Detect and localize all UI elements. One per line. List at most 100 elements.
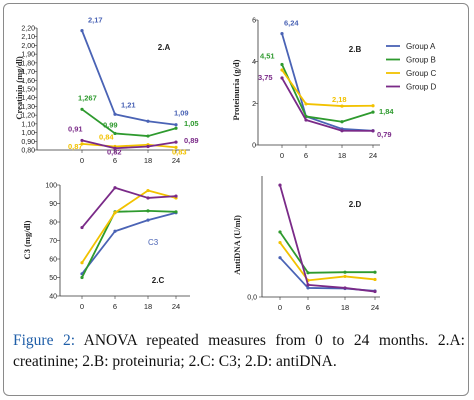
data-point: [80, 261, 84, 265]
y-tick-label: 2: [252, 101, 256, 108]
data-point: [146, 196, 150, 200]
data-point: [278, 230, 282, 234]
y-tick-label: 2,10: [21, 34, 35, 41]
legend-item: Group B: [406, 56, 436, 65]
data-point: [80, 225, 84, 230]
y-tick-label: 0,80: [21, 148, 35, 155]
series-line: [281, 33, 374, 132]
series-line: [81, 139, 177, 150]
x-tick-label: 24: [369, 151, 377, 160]
data-label: 2,17: [88, 16, 103, 25]
y-tick-label: 60: [49, 257, 57, 264]
data-point: [146, 144, 150, 149]
legend-item: Group C: [406, 69, 436, 78]
series-line: [81, 209, 177, 278]
data-point: [146, 209, 150, 213]
y-tick-label: 1,20: [21, 113, 35, 120]
data-point: [278, 183, 282, 187]
series-line: [81, 30, 177, 126]
y-axis-label: AntiDNA (U/ml): [232, 215, 242, 275]
data-label: 0,79: [377, 130, 392, 139]
data-label: 0,84: [99, 133, 114, 142]
y-tick-label: 2,00: [21, 43, 35, 50]
data-point: [113, 146, 117, 150]
caption-text: ANOVA repeated measures from 0 to 24 mon…: [13, 332, 465, 370]
series-line: [281, 69, 374, 107]
x-tick-label: 6: [113, 302, 117, 311]
x-tick-label: 6: [304, 151, 308, 160]
data-label: 1,267: [78, 93, 97, 102]
data-label: 0,87: [68, 142, 83, 151]
data-point: [146, 188, 150, 193]
data-point: [373, 277, 377, 282]
y-tick-label: 1,50: [21, 87, 35, 94]
series-line: [81, 108, 177, 137]
data-point: [306, 283, 310, 287]
data-label: 2,18: [332, 95, 347, 104]
data-point: [343, 286, 347, 290]
data-point: [343, 274, 347, 279]
series-line: [81, 189, 177, 264]
y-tick-label: 50: [49, 275, 57, 282]
series-line: [279, 231, 375, 274]
data-point: [371, 104, 375, 108]
series-line: [281, 64, 374, 123]
data-point: [80, 142, 84, 146]
data-label: 0,99: [103, 120, 118, 129]
data-point: [146, 218, 150, 222]
data-point: [113, 186, 117, 190]
data-point: [304, 102, 308, 106]
y-tick-label: 100: [45, 183, 57, 190]
x-tick-label: 24: [371, 303, 379, 312]
y-axis-label: Proteinuria (g/d): [231, 59, 241, 120]
data-point: [340, 104, 344, 108]
x-tick-label: 24: [172, 156, 180, 165]
data-point: [174, 123, 178, 127]
y-axis-label: C3 (mg/dl): [22, 220, 32, 259]
data-point: [373, 289, 377, 294]
data-point: [373, 270, 377, 274]
data-label: 4,51: [260, 51, 275, 60]
y-tick-label: 2,20: [21, 26, 35, 33]
y-tick-label: 70: [49, 238, 57, 245]
data-point: [278, 256, 282, 260]
chart-annotation: C3: [148, 238, 159, 247]
data-point: [113, 229, 117, 233]
data-label: 1,09: [174, 109, 189, 118]
y-tick-label: 0,90: [21, 139, 35, 146]
data-point: [113, 131, 117, 136]
data-point: [280, 76, 284, 80]
data-point: [80, 275, 84, 280]
data-label: 1,84: [379, 107, 394, 116]
panel-label: 2.C: [152, 276, 165, 285]
x-tick-label: 0: [80, 156, 84, 165]
series-line: [279, 184, 376, 293]
data-point: [371, 110, 375, 114]
data-label: 3,75: [258, 73, 273, 82]
data-point: [280, 31, 284, 36]
data-point: [343, 270, 347, 274]
data-point: [174, 145, 178, 149]
data-point: [278, 240, 282, 245]
caption-label: Figure 2:: [13, 332, 76, 349]
y-tick-label: 4: [252, 59, 256, 66]
data-point: [80, 29, 84, 33]
panel-label: 2.D: [349, 200, 362, 209]
data-point: [371, 129, 375, 133]
data-point: [80, 138, 84, 143]
series-line: [279, 242, 376, 282]
x-tick-label: 18: [144, 156, 152, 165]
x-tick-label: 0: [278, 303, 282, 312]
y-tick-label: 1,10: [21, 121, 35, 128]
data-point: [113, 211, 117, 215]
x-tick-label: 0: [80, 302, 84, 311]
data-point: [304, 118, 308, 122]
y-tick-label: 1,80: [21, 60, 35, 67]
panel-label: 2.A: [158, 43, 171, 52]
data-label: 6,24: [284, 19, 299, 28]
x-tick-label: 18: [341, 303, 349, 312]
data-label: 0,89: [184, 136, 199, 145]
data-label: 1,21: [121, 100, 136, 109]
data-point: [174, 210, 178, 214]
y-tick-label: 1,60: [21, 78, 35, 85]
